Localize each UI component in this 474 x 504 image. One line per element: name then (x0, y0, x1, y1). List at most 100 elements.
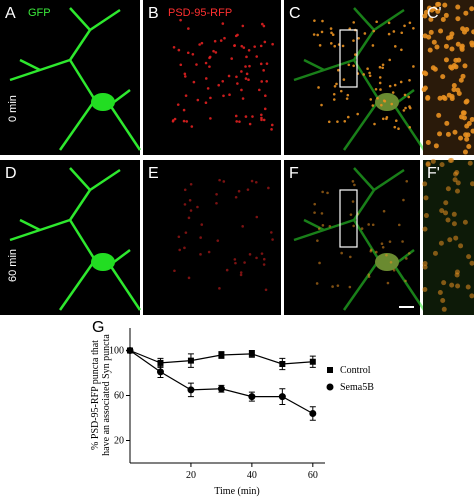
puncta (250, 179, 254, 183)
channel-label: GFP (28, 7, 51, 19)
puncta (435, 8, 441, 14)
puncta (321, 190, 324, 194)
x-axis-label: Time (min) (214, 486, 259, 497)
puncta (467, 160, 473, 166)
puncta (187, 276, 191, 280)
puncta (332, 92, 336, 96)
puncta (380, 103, 383, 107)
puncta (379, 88, 382, 91)
panel-label: G (92, 319, 104, 336)
puncta (440, 297, 446, 303)
puncta (447, 237, 453, 243)
puncta (387, 32, 391, 36)
puncta (321, 19, 324, 23)
micrograph (143, 0, 281, 155)
puncta (441, 280, 447, 286)
puncta (428, 16, 434, 22)
puncta (219, 39, 223, 42)
puncta (212, 49, 215, 53)
marker (156, 368, 164, 376)
puncta (171, 119, 175, 122)
puncta (255, 215, 259, 219)
puncta (465, 132, 471, 138)
puncta (329, 27, 333, 30)
puncta (240, 70, 243, 73)
puncta (378, 81, 382, 85)
puncta (262, 263, 266, 266)
puncta (445, 217, 451, 223)
puncta (316, 239, 319, 242)
x-tick-label: 20 (186, 470, 196, 481)
puncta (182, 119, 186, 123)
puncta (382, 209, 386, 213)
panel-label: B (148, 5, 159, 22)
puncta (336, 120, 339, 123)
puncta (381, 63, 385, 67)
puncta (438, 28, 444, 34)
puncta (449, 93, 455, 99)
puncta (437, 290, 443, 296)
puncta (388, 240, 392, 243)
marker (218, 352, 225, 358)
puncta (422, 226, 428, 232)
puncta (444, 120, 450, 126)
puncta (443, 12, 449, 18)
puncta (192, 80, 196, 84)
puncta (312, 33, 316, 36)
puncta (458, 243, 464, 249)
puncta (329, 42, 333, 45)
puncta (352, 21, 356, 24)
puncta (408, 21, 412, 25)
puncta (400, 48, 403, 52)
puncta (183, 246, 186, 250)
puncta (388, 58, 392, 62)
puncta (183, 188, 187, 192)
puncta (248, 122, 252, 126)
y-tick-label: 100 (109, 346, 124, 357)
puncta (427, 47, 433, 53)
puncta (259, 44, 263, 48)
puncta (404, 279, 407, 283)
puncta (435, 1, 441, 7)
neurite (9, 7, 142, 151)
puncta (260, 118, 263, 122)
puncta (239, 273, 243, 277)
puncta (352, 224, 356, 228)
panel-label: A (5, 5, 16, 22)
puncta (215, 201, 218, 205)
puncta (405, 257, 408, 260)
puncta (369, 98, 373, 101)
puncta (463, 10, 469, 16)
puncta (218, 178, 221, 182)
puncta (462, 63, 468, 69)
micrograph (284, 0, 426, 155)
puncta (407, 252, 411, 255)
puncta (333, 44, 337, 48)
puncta (412, 65, 415, 68)
puncta (433, 143, 439, 149)
puncta (432, 66, 438, 72)
puncta (335, 82, 338, 86)
zoom-box (339, 29, 358, 88)
puncta (367, 275, 371, 278)
puncta (346, 115, 350, 119)
marker (157, 359, 164, 366)
puncta (423, 213, 429, 219)
puncta (430, 158, 436, 164)
puncta (466, 254, 472, 260)
puncta (454, 188, 460, 194)
puncta (261, 22, 264, 26)
puncta (179, 18, 182, 22)
puncta (356, 112, 359, 116)
puncta (270, 128, 273, 131)
puncta (343, 120, 347, 123)
puncta (228, 93, 231, 97)
puncta (428, 29, 434, 35)
puncta (332, 98, 336, 101)
puncta (381, 246, 385, 249)
x-tick-label: 60 (308, 470, 318, 481)
puncta (353, 183, 356, 187)
puncta (381, 117, 385, 121)
puncta (426, 5, 432, 11)
neurite (293, 167, 426, 311)
